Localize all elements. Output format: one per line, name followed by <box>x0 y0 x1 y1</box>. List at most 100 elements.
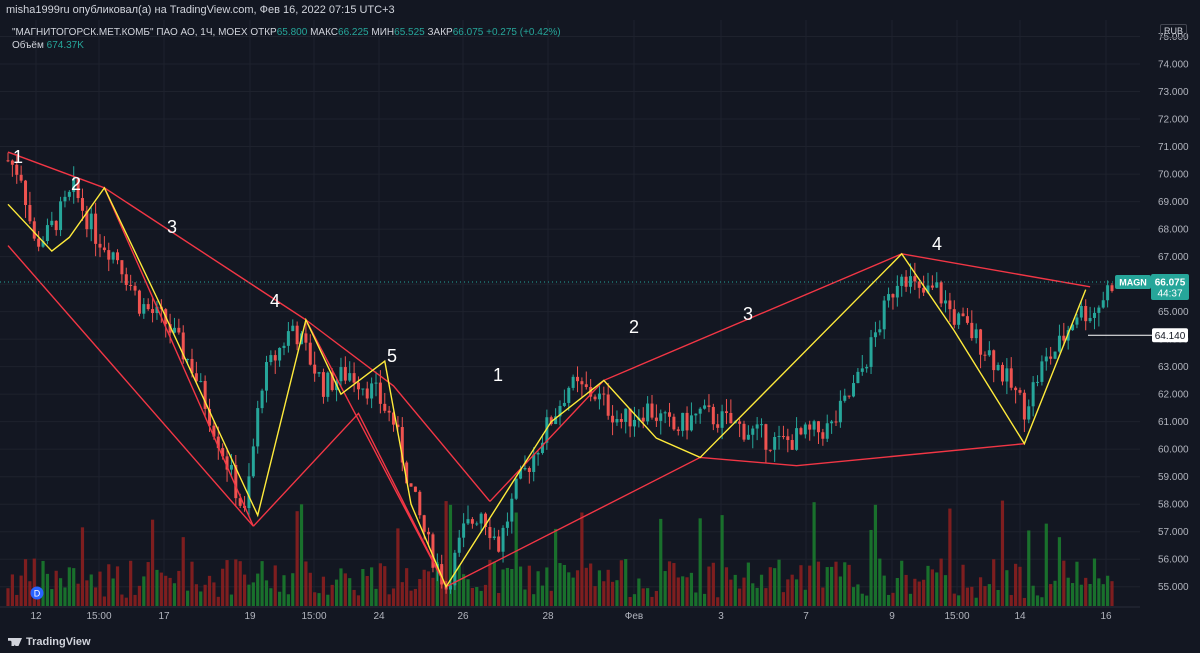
candle-body <box>111 252 115 260</box>
candle-body <box>1000 364 1004 382</box>
volume-bar <box>510 568 514 606</box>
volume-bar <box>295 511 299 606</box>
candle-body <box>129 284 133 286</box>
candle-body <box>343 367 347 381</box>
candle-body <box>177 327 181 333</box>
volume-bar <box>759 574 764 606</box>
volume-bar <box>115 566 120 606</box>
candle-body <box>225 456 229 470</box>
volume-bar <box>370 567 374 606</box>
symbol-name[interactable]: "МАГНИТОГОРСК.МЕТ.КОМБ" ПАО АО, 1Ч, MOEX <box>12 27 248 38</box>
volume-bar <box>1092 558 1097 606</box>
candle-body <box>326 372 330 397</box>
candle-body <box>392 412 396 425</box>
price-tick-label: 63.000 <box>1158 362 1189 373</box>
volume-bar <box>777 559 781 606</box>
candle-body <box>221 448 225 457</box>
volume-bar <box>475 586 479 606</box>
volume-bar <box>177 570 181 606</box>
candle-body <box>970 322 974 339</box>
candle-body <box>549 417 553 425</box>
tradingview-logo[interactable]: TradingView <box>8 632 91 652</box>
candle-body <box>562 402 566 406</box>
time-axis[interactable]: 12 15:00 17 19 15:00 24 26 28 Фев 3 7 9 15:00 14 16 <box>0 606 1140 622</box>
volume-bar <box>58 578 63 606</box>
volume-bar <box>80 527 85 606</box>
candle-body <box>992 350 996 371</box>
candle-body <box>475 523 479 525</box>
volume-bar <box>790 574 794 606</box>
volume-bar <box>409 590 413 606</box>
dividend-marker-icon[interactable] <box>30 586 44 600</box>
volume-bar <box>567 572 571 606</box>
candle-body <box>466 519 470 524</box>
candle-body <box>1022 392 1026 420</box>
tradingview-brand-text: TradingView <box>26 636 91 648</box>
volume-bar <box>488 559 492 606</box>
volume-bar <box>781 592 786 606</box>
volume-bar <box>221 568 225 606</box>
candle-body <box>707 405 711 407</box>
candle-body <box>67 191 71 197</box>
candle-body <box>1027 406 1031 420</box>
candle-body <box>321 372 325 397</box>
volume-bar <box>878 558 882 606</box>
volume-label[interactable]: Объём <box>12 40 44 51</box>
volume-bar <box>720 515 724 606</box>
candle-body <box>1044 356 1048 362</box>
candle-body <box>427 531 431 535</box>
candle-body <box>453 552 457 586</box>
volume-bar <box>242 574 247 606</box>
open-value: 65.800 <box>276 27 308 38</box>
price-axis[interactable]: 75.00074.00073.00072.00071.00070.00069.0… <box>1158 32 1189 593</box>
candle-body <box>348 373 352 381</box>
candle-body <box>803 424 807 435</box>
volume-bar <box>830 566 834 606</box>
volume-bar <box>689 572 694 606</box>
candle-body <box>396 424 400 428</box>
volume-bar <box>330 584 334 606</box>
volume-bar <box>247 584 251 606</box>
volume-bar <box>10 574 14 606</box>
chart-background <box>0 20 1200 632</box>
volume-bar <box>825 567 829 606</box>
candle-body <box>80 198 84 211</box>
candle-body <box>615 419 619 423</box>
candle-body <box>746 434 750 440</box>
volume-bar <box>269 588 273 606</box>
volume-bar <box>597 570 602 606</box>
candle-body <box>28 205 32 222</box>
candle-body <box>492 536 496 539</box>
candle-body <box>979 329 983 355</box>
volume-bar <box>85 580 89 606</box>
volume-bar <box>1014 563 1018 606</box>
volume-bar <box>23 559 28 606</box>
candle-body <box>6 160 10 162</box>
volume-bar <box>746 562 750 606</box>
candle-body <box>1005 368 1009 382</box>
volume-bar <box>1000 500 1005 606</box>
volume-bar <box>1057 537 1062 606</box>
last-price-badge <box>1151 274 1189 301</box>
candle-body <box>847 395 851 397</box>
volume-bar <box>900 560 904 606</box>
close-value: 66.075 <box>452 27 484 38</box>
volume-bar <box>216 596 220 606</box>
volume-bar <box>326 594 330 606</box>
time-tick-label: 14 <box>1014 611 1026 622</box>
candle-body <box>1092 312 1096 318</box>
volume-bar <box>987 584 991 606</box>
volume-bar <box>965 587 970 606</box>
candle-body <box>181 332 185 360</box>
volume-bar <box>365 576 369 606</box>
volume-bar <box>383 566 387 606</box>
currency-badge[interactable]: RUB <box>1160 24 1188 38</box>
volume-bar <box>961 564 965 606</box>
candle-body <box>400 427 404 463</box>
candle-body <box>339 367 343 382</box>
time-tick-label: 9 <box>889 611 895 622</box>
candle-body <box>935 282 939 288</box>
close-label: ЗАКР <box>427 27 453 38</box>
